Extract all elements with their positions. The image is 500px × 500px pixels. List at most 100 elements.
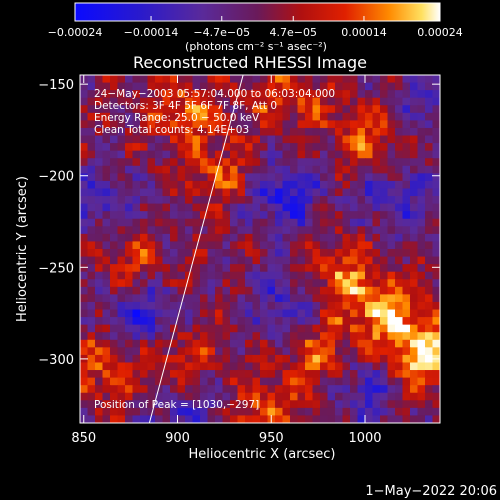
heatmap-cell — [230, 233, 239, 243]
heatmap-cell — [432, 82, 440, 91]
heatmap-cell — [192, 180, 201, 190]
heatmap-cell — [230, 347, 239, 356]
heatmap-cell — [260, 90, 269, 99]
heatmap-cell — [102, 339, 111, 348]
heatmap-cell — [177, 180, 186, 190]
heatmap-cell — [372, 188, 381, 197]
heatmap-cell — [102, 173, 111, 182]
heatmap-cell — [320, 120, 329, 129]
heatmap-cell — [80, 218, 89, 227]
heatmap-cell — [102, 324, 111, 333]
heatmap-cell — [185, 90, 194, 99]
heatmap-cell — [177, 127, 186, 137]
heatmap-cell — [252, 226, 261, 235]
heatmap-cell — [350, 347, 359, 356]
heatmap-cell — [177, 75, 186, 84]
heatmap-cell — [327, 105, 336, 114]
heatmap-cell — [342, 309, 351, 318]
heatmap-cell — [117, 75, 126, 84]
heatmap-cell — [80, 165, 89, 174]
heatmap-cell — [155, 324, 164, 333]
heatmap-cell — [342, 279, 351, 288]
heatmap-cell — [320, 279, 329, 288]
heatmap-cell — [252, 90, 261, 99]
heatmap-cell — [140, 233, 149, 243]
heatmap-cell — [192, 256, 201, 265]
heatmap-cell — [192, 286, 201, 295]
heatmap-cell — [357, 105, 366, 114]
heatmap-cell — [125, 332, 134, 341]
heatmap-cell — [387, 354, 396, 364]
heatmap-cell — [380, 158, 389, 167]
heatmap-cell — [192, 294, 201, 303]
heatmap-cell — [155, 347, 164, 356]
heatmap-cell — [200, 165, 209, 174]
heatmap-cell — [372, 332, 381, 341]
heatmap-cell — [402, 286, 411, 295]
heatmap-cell — [327, 392, 336, 401]
heatmap-cell — [282, 385, 291, 394]
heatmap-cell — [342, 317, 351, 326]
heatmap-cell — [342, 347, 351, 356]
heatmap-cell — [275, 158, 284, 167]
heatmap-cell — [185, 392, 194, 401]
heatmap-cell — [275, 415, 284, 423]
heatmap-cell — [162, 226, 171, 235]
heatmap-cell — [215, 324, 224, 333]
heatmap-cell — [125, 127, 134, 137]
heatmap-cell — [110, 271, 119, 280]
heatmap-cell — [282, 256, 291, 265]
heatmap-cell — [425, 211, 434, 220]
heatmap-cell — [425, 407, 434, 417]
heatmap-cell — [252, 75, 261, 84]
heatmap-cell — [222, 264, 231, 273]
heatmap-cell — [192, 82, 201, 91]
heatmap-cell — [267, 120, 276, 129]
heatmap-cell — [192, 218, 201, 227]
heatmap-cell — [357, 158, 366, 167]
heatmap-cell — [410, 203, 419, 212]
heatmap-cell — [395, 143, 404, 152]
heatmap-cell — [297, 105, 306, 114]
heatmap-cell — [155, 241, 164, 250]
heatmap-cell — [312, 188, 321, 197]
heatmap-cell — [177, 301, 186, 311]
heatmap-cell — [102, 407, 111, 417]
heatmap-cell — [222, 301, 231, 311]
heatmap-cell — [162, 392, 171, 401]
heatmap-cell — [230, 218, 239, 227]
heatmap-cell — [305, 264, 314, 273]
heatmap-cell — [395, 233, 404, 243]
heatmap-cell — [267, 135, 276, 144]
heatmap-cell — [117, 309, 126, 318]
heatmap-cell — [147, 82, 156, 91]
heatmap-cell — [335, 347, 344, 356]
heatmap-cell — [110, 241, 119, 250]
heatmap-cell — [290, 90, 299, 99]
heatmap-cell — [432, 370, 440, 379]
heatmap-cell — [335, 180, 344, 190]
heatmap-cell — [417, 301, 426, 311]
heatmap-cell — [312, 218, 321, 227]
heatmap-cell — [147, 135, 156, 144]
heatmap-cell — [230, 256, 239, 265]
x-axis: 850 900 950 1000 — [71, 75, 382, 446]
heatmap-cell — [335, 385, 344, 394]
heatmap-cell — [297, 294, 306, 303]
heatmap-cell — [185, 112, 194, 121]
heatmap-cell — [350, 233, 359, 243]
heatmap-cell — [245, 271, 254, 280]
heatmap-cell — [87, 90, 96, 99]
heatmap-cell — [162, 158, 171, 167]
colorbar-tick-label: −4.7e−05 — [193, 26, 250, 39]
heatmap-cell — [372, 173, 381, 182]
heatmap-cell — [102, 203, 111, 212]
heatmap-cell — [192, 188, 201, 197]
heatmap-cell — [80, 226, 89, 235]
heatmap-cell — [350, 294, 359, 303]
heatmap-cell — [357, 317, 366, 326]
heatmap-cell — [350, 317, 359, 326]
heatmap-cell — [402, 362, 411, 371]
heatmap-cell — [252, 301, 261, 311]
heatmap-cell — [365, 82, 374, 91]
